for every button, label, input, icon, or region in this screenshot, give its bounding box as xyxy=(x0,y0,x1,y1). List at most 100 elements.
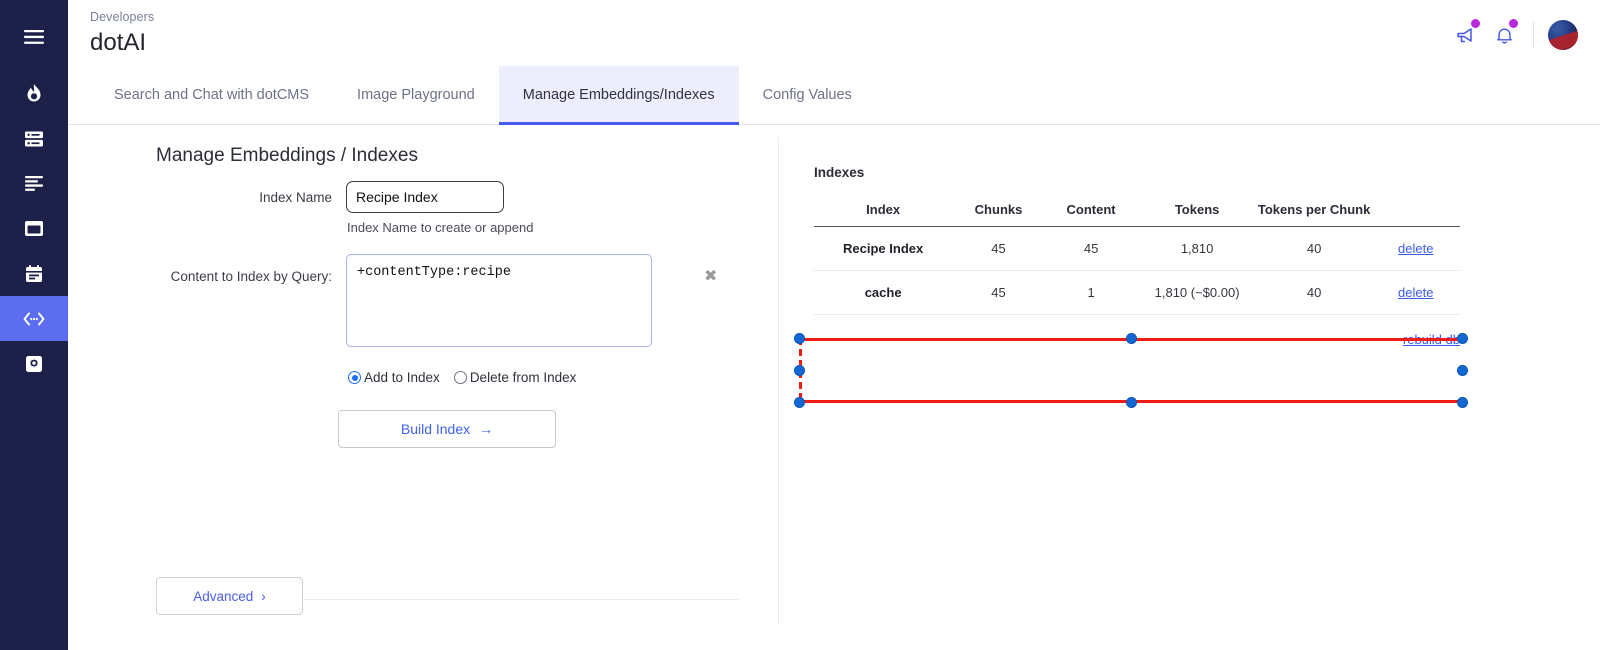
build-index-button-label: Build Index xyxy=(400,421,471,437)
column-header-content: Content xyxy=(1066,202,1116,217)
notifications-badge-dot xyxy=(1509,19,1518,28)
radio-add-to-index-input[interactable] xyxy=(348,371,361,384)
panel-divider xyxy=(778,137,779,625)
cell-index-name: Recipe Index xyxy=(814,226,953,271)
megaphone-icon xyxy=(1456,26,1477,45)
indexes-table: Index Chunks Content Tokens Tokens per C… xyxy=(814,202,1460,315)
indexes-panel: Indexes Index Chunks Content Tokens Toke… xyxy=(814,165,1464,349)
rebuild-db-link[interactable]: rebuild db xyxy=(1402,332,1460,347)
tab-bar: Search and Chat with dotCMS Image Playgr… xyxy=(68,66,1600,125)
window-icon xyxy=(23,219,45,238)
chevron-right-icon: › xyxy=(261,588,266,604)
column-header-index: Index xyxy=(866,202,901,217)
header-divider xyxy=(1533,22,1534,48)
selection-handle-bottom-center[interactable] xyxy=(1126,397,1137,408)
index-name-label: Index Name xyxy=(259,190,332,205)
tab-image-playground[interactable]: Image Playground xyxy=(357,87,475,103)
flame-icon xyxy=(24,83,44,105)
sidebar-item-developers[interactable] xyxy=(0,296,68,341)
rebuild-row: rebuild db xyxy=(814,315,1464,349)
index-name-input[interactable] xyxy=(346,181,504,213)
column-header-tokens-per-chunk: Tokens per Chunk xyxy=(1257,202,1371,217)
advanced-button-label: Advanced xyxy=(193,588,254,604)
tab-search-and-chat[interactable]: Search and Chat with dotCMS xyxy=(114,87,310,103)
indexes-table-head: Index Chunks Content Tokens Tokens per C… xyxy=(814,202,1460,227)
code-brackets-icon xyxy=(21,311,47,327)
selection-handle-bottom-left[interactable] xyxy=(794,397,805,408)
selection-handle-middle-right[interactable] xyxy=(1457,365,1468,376)
selection-edge-bottom xyxy=(799,400,1463,403)
announcements-badge-dot xyxy=(1471,19,1480,28)
cell-actions: delete xyxy=(1371,270,1460,315)
column-header-tokens: Tokens xyxy=(1174,202,1220,217)
tab-manage-embeddings-indexes[interactable]: Manage Embeddings/Indexes xyxy=(498,66,739,125)
delete-link[interactable]: delete xyxy=(1398,241,1434,256)
indexes-table-body: Recipe Index 45 45 1,810 40 delete cache… xyxy=(814,226,1460,315)
radio-delete-from-index[interactable]: Delete from Index xyxy=(453,370,577,385)
build-index-button[interactable]: Build Index → xyxy=(338,410,556,448)
main-sidebar xyxy=(0,0,68,650)
sidebar-item-templates[interactable] xyxy=(0,206,68,251)
cell-tokens-per-chunk: 40 xyxy=(1256,226,1372,271)
content-area: Manage Embeddings / Indexes Index Name I… xyxy=(68,125,1600,650)
sidebar-item-server[interactable] xyxy=(0,116,68,161)
radio-delete-from-index-label: Delete from Index xyxy=(469,370,577,385)
header-title-block: Developers dotAI xyxy=(90,8,154,59)
sidebar-item-calendar[interactable] xyxy=(0,251,68,296)
sidebar-item-flame[interactable] xyxy=(0,71,68,116)
sidebar-item-settings[interactable] xyxy=(0,341,68,386)
selection-handle-middle-left[interactable] xyxy=(794,365,805,376)
index-name-row: Index Name xyxy=(156,181,756,215)
gear-icon xyxy=(24,354,44,374)
header-actions xyxy=(1447,8,1578,50)
index-mode-radio-group: Add to Index Delete from Index xyxy=(346,370,756,385)
index-form: Index Name Index Name to create or appen… xyxy=(156,181,756,448)
top-header: Developers dotAI xyxy=(68,0,1600,66)
cell-tokens: 1,810 xyxy=(1137,226,1257,271)
section-title: Manage Embeddings / Indexes xyxy=(156,145,418,166)
radio-delete-from-index-input[interactable] xyxy=(453,371,467,384)
close-x-icon[interactable]: ✖ xyxy=(704,266,718,285)
advanced-button[interactable]: Advanced › xyxy=(156,577,303,615)
bell-icon xyxy=(1495,25,1514,45)
hamburger-icon xyxy=(23,29,45,45)
main-area: Developers dotAI xyxy=(68,0,1600,650)
sidebar-item-hamburger-menu[interactable] xyxy=(0,14,68,59)
query-input[interactable] xyxy=(346,254,652,347)
cell-content: 45 xyxy=(1044,226,1138,271)
radio-add-to-index-label: Add to Index xyxy=(364,370,440,385)
sidebar-item-content[interactable] xyxy=(0,161,68,206)
breadcrumb: Developers xyxy=(90,10,155,24)
cell-chunks: 45 xyxy=(952,270,1045,315)
table-row[interactable]: Recipe Index 45 45 1,810 40 delete xyxy=(814,226,1460,271)
advanced-divider xyxy=(156,599,739,600)
cell-content: 1 xyxy=(1044,270,1138,315)
query-row: Content to Index by Query: ✖ xyxy=(156,254,756,347)
notifications-button[interactable] xyxy=(1485,19,1523,50)
delete-link[interactable]: delete xyxy=(1398,285,1434,300)
indexes-title: Indexes xyxy=(814,165,865,180)
selection-edge-left xyxy=(799,338,802,403)
advanced-section: Advanced › xyxy=(156,577,739,615)
cell-tokens: 1,810 (~$0.00) xyxy=(1137,270,1257,315)
radio-add-to-index[interactable]: Add to Index xyxy=(348,370,440,385)
cell-chunks: 45 xyxy=(952,226,1045,271)
cell-actions: delete xyxy=(1371,226,1460,271)
tab-config-values[interactable]: Config Values xyxy=(762,87,852,103)
cell-index-name: cache xyxy=(814,270,953,315)
selection-handle-top-left[interactable] xyxy=(794,333,805,344)
selection-handle-bottom-right[interactable] xyxy=(1457,397,1468,408)
calendar-icon xyxy=(24,264,44,284)
query-label: Content to Index by Query: xyxy=(170,269,332,284)
cell-tokens-per-chunk: 40 xyxy=(1256,270,1372,315)
server-icon xyxy=(23,129,45,149)
index-name-help-text: Index Name to create or append xyxy=(347,220,534,235)
page-title: dotAI xyxy=(90,29,147,56)
column-header-actions xyxy=(1371,202,1460,227)
list-lines-icon xyxy=(23,175,45,193)
column-header-chunks: Chunks xyxy=(974,202,1023,217)
table-row[interactable]: cache 45 1 1,810 (~$0.00) 40 delete xyxy=(814,270,1460,315)
announcements-button[interactable] xyxy=(1447,19,1485,50)
avatar[interactable] xyxy=(1548,20,1578,50)
